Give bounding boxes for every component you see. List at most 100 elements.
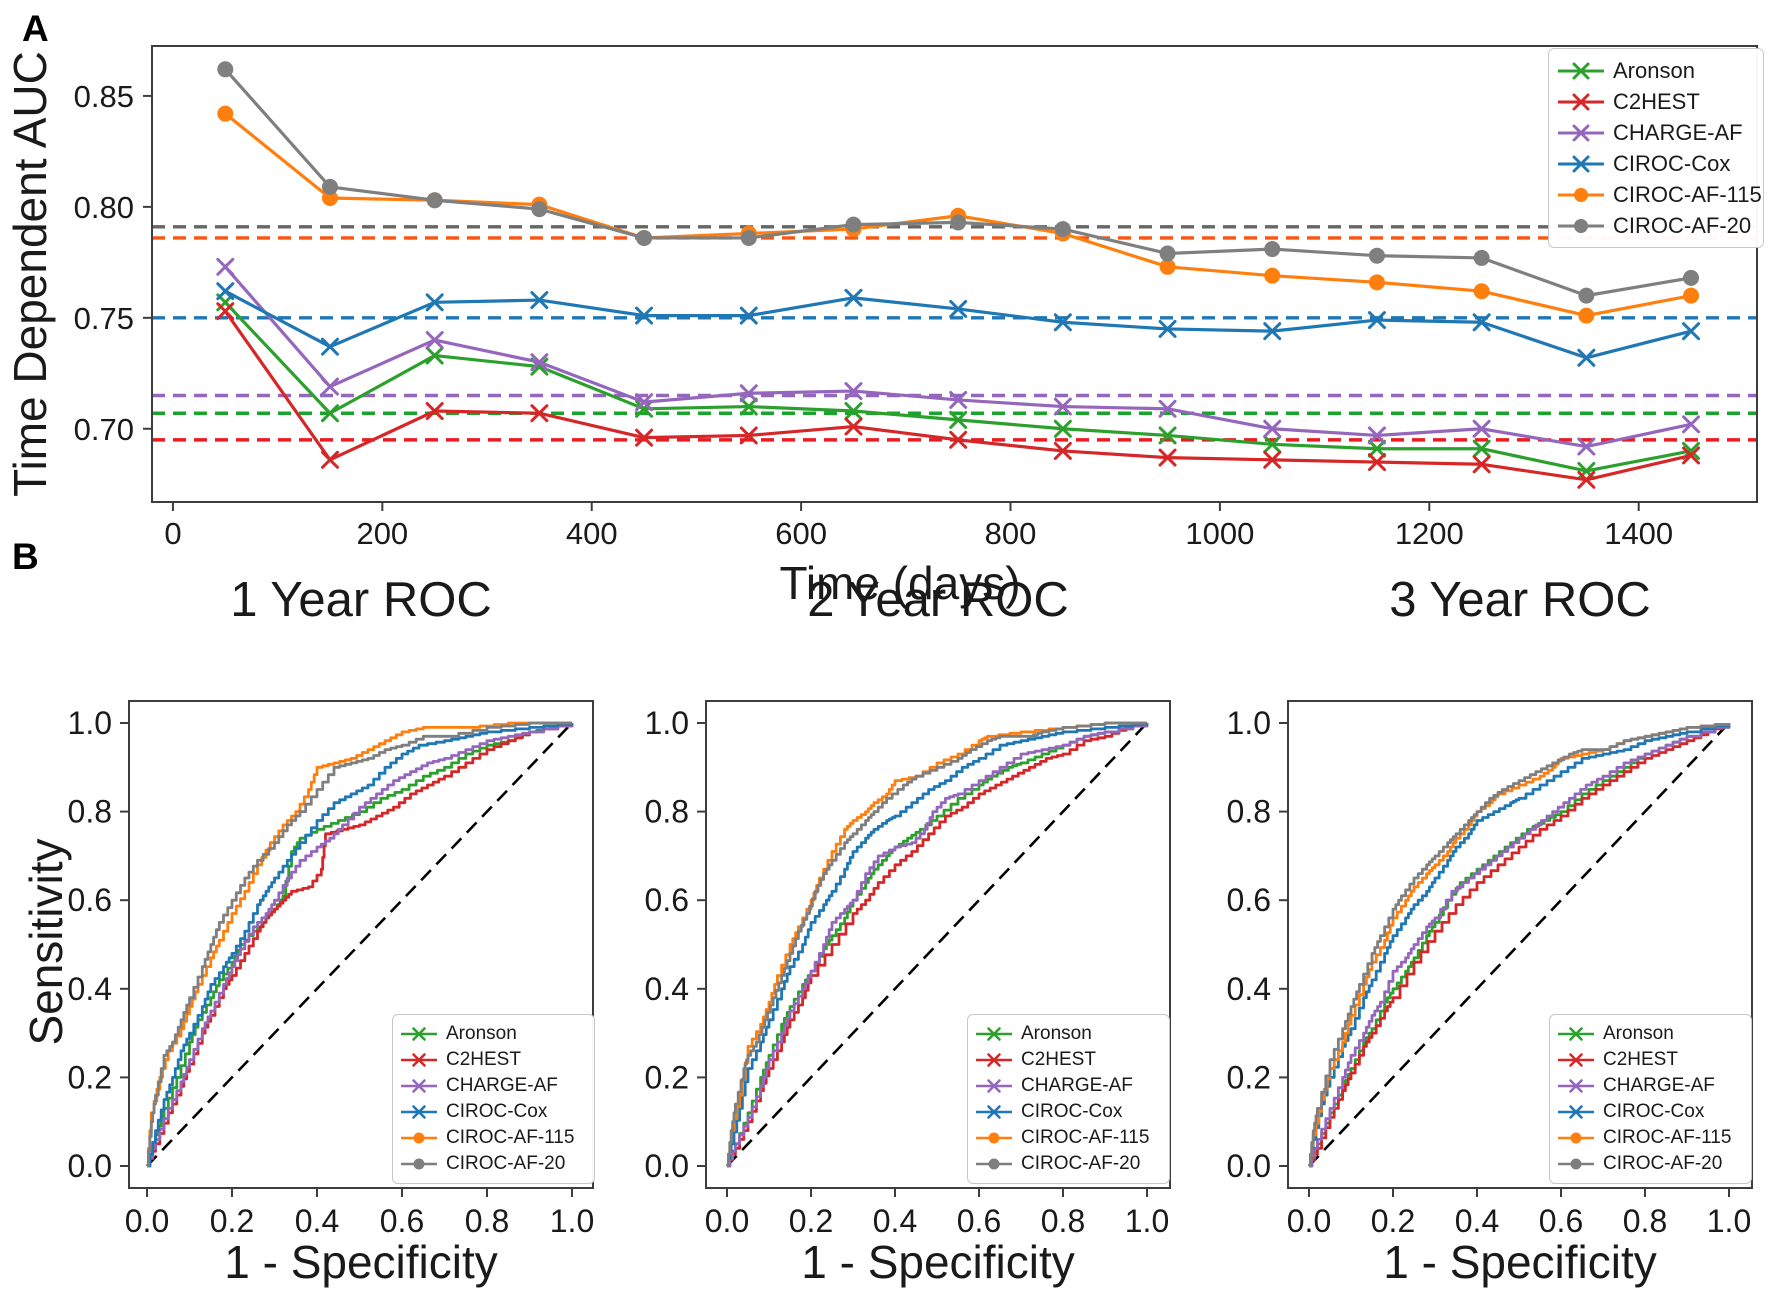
svg-text:0.0: 0.0 bbox=[1227, 1148, 1271, 1184]
legend-label: C2HEST bbox=[1613, 88, 1700, 114]
panel-a-axes: 0.85 0.80 0.75 0.70 0 200 400 600 800 1000 1200 140… bbox=[74, 45, 1758, 551]
roc-1yr-x-axis-label: 1 - Specificity bbox=[224, 1236, 498, 1288]
roc-curve-ciroc-af-20 bbox=[727, 721, 1147, 1168]
legend-label: CHARGE-AF bbox=[446, 1075, 558, 1096]
roc-3yr-legend: Aronson C2HEST CHARGE-AF CIROC-Cox CIROC-AF-… bbox=[1549, 1014, 1752, 1184]
svg-text:1.0: 1.0 bbox=[1707, 1203, 1751, 1239]
legend-item-aronson: Aronson bbox=[975, 1021, 1169, 1047]
svg-text:0.75: 0.75 bbox=[74, 301, 134, 336]
legend-label: CIROC-AF-115 bbox=[1021, 1127, 1150, 1148]
svg-text:0.70: 0.70 bbox=[74, 412, 134, 447]
svg-text:0.4: 0.4 bbox=[1227, 971, 1271, 1007]
legend-item-aronson: Aronson bbox=[1557, 55, 1763, 86]
svg-text:600: 600 bbox=[775, 516, 827, 551]
x-marker-line-icon bbox=[401, 1105, 437, 1119]
panel-a-x-axis-label: Time (days) bbox=[779, 557, 1021, 609]
legend-item-charge-af: CHARGE-AF bbox=[1557, 1073, 1751, 1099]
svg-text:0.6: 0.6 bbox=[1539, 1203, 1583, 1239]
roc-3yr-x-axis-label: 1 - Specificity bbox=[1383, 1236, 1657, 1288]
svg-text:0.2: 0.2 bbox=[789, 1203, 833, 1239]
legend-item-charge-af: CHARGE-AF bbox=[1557, 117, 1763, 148]
x-marker-line-icon bbox=[1558, 1079, 1594, 1093]
svg-text:0.8: 0.8 bbox=[1041, 1203, 1085, 1239]
legend-item-ciroc-af-20: CIROC-AF-20 bbox=[975, 1151, 1169, 1177]
svg-text:0.0: 0.0 bbox=[645, 1148, 689, 1184]
panel-a-legend: Aronson C2HEST CHARGE-AF CIROC-Cox CIROC-AF-… bbox=[1548, 48, 1764, 248]
svg-text:800: 800 bbox=[985, 516, 1037, 551]
legend-label: CIROC-AF-20 bbox=[1613, 212, 1752, 238]
panel-a-series-ciroc-cox bbox=[216, 282, 1701, 367]
svg-text:0.8: 0.8 bbox=[68, 794, 112, 830]
legend-item-ciroc-af-20: CIROC-AF-20 bbox=[1557, 210, 1763, 241]
svg-text:0.0: 0.0 bbox=[1287, 1203, 1331, 1239]
svg-text:0.0: 0.0 bbox=[125, 1203, 169, 1239]
svg-text:0.4: 0.4 bbox=[1455, 1203, 1499, 1239]
legend-label: CHARGE-AF bbox=[1021, 1075, 1133, 1096]
circle-marker-line-icon bbox=[401, 1132, 437, 1144]
roc-curve-ciroc-cox bbox=[147, 723, 574, 1168]
legend-item-c2hest: C2HEST bbox=[975, 1047, 1169, 1073]
svg-text:0.80: 0.80 bbox=[74, 190, 134, 225]
legend-label: C2HEST bbox=[1021, 1049, 1096, 1070]
panel-a-y-axis-label: Time Dependent AUC bbox=[4, 51, 56, 497]
roc-curve-ciroc-af-115 bbox=[147, 721, 572, 1168]
svg-text:1400: 1400 bbox=[1604, 516, 1673, 551]
x-marker-line-icon bbox=[976, 1105, 1012, 1119]
roc-1yr-legend: Aronson C2HEST CHARGE-AF CIROC-Cox CIROC-AF-… bbox=[392, 1014, 595, 1184]
panel-a-series-c2hest bbox=[216, 302, 1701, 489]
roc-curve-charge-af bbox=[147, 723, 574, 1168]
legend-item-ciroc-af-115: CIROC-AF-115 bbox=[400, 1125, 594, 1151]
legend-item-c2hest: C2HEST bbox=[1557, 1047, 1751, 1073]
svg-text:0.8: 0.8 bbox=[1227, 794, 1271, 830]
svg-text:1.0: 1.0 bbox=[645, 705, 689, 741]
panel-a-series-charge-af bbox=[216, 257, 1701, 456]
svg-text:0.6: 0.6 bbox=[645, 882, 689, 918]
legend-item-aronson: Aronson bbox=[400, 1021, 594, 1047]
circle-marker-line-icon bbox=[1558, 1132, 1594, 1144]
legend-label: Aronson bbox=[1613, 57, 1695, 83]
x-marker-line-icon bbox=[1558, 1027, 1594, 1041]
legend-label: CIROC-Cox bbox=[1021, 1101, 1123, 1122]
svg-text:0: 0 bbox=[164, 516, 181, 551]
svg-text:0.0: 0.0 bbox=[68, 1148, 112, 1184]
x-marker-line-icon bbox=[401, 1053, 437, 1067]
roc-y-axis-label: Sensitivity bbox=[20, 838, 72, 1046]
x-marker-line-icon bbox=[1558, 62, 1604, 79]
svg-text:0.4: 0.4 bbox=[645, 971, 689, 1007]
legend-label: CIROC-AF-20 bbox=[1603, 1153, 1723, 1174]
circle-marker-line-icon bbox=[976, 1132, 1012, 1144]
circle-marker-line-icon bbox=[1558, 1158, 1594, 1170]
svg-text:0.2: 0.2 bbox=[1371, 1203, 1415, 1239]
legend-label: CIROC-Cox bbox=[446, 1101, 548, 1122]
legend-item-ciroc-cox: CIROC-Cox bbox=[400, 1099, 594, 1125]
legend-item-c2hest: C2HEST bbox=[400, 1047, 594, 1073]
svg-text:0.6: 0.6 bbox=[957, 1203, 1001, 1239]
panel-a-series-ciroc-af-20 bbox=[217, 61, 1700, 304]
x-marker-line-icon bbox=[976, 1053, 1012, 1067]
svg-text:0.6: 0.6 bbox=[380, 1203, 424, 1239]
x-marker-line-icon bbox=[1558, 1105, 1594, 1119]
x-marker-line-icon bbox=[1558, 155, 1604, 172]
roc-subplot-1: 0.0 0.0 0.2 0.2 0.4 0.4 0.6 0.6 0.8 0.8 1.0 1.0 bbox=[68, 700, 594, 1239]
circle-marker-line-icon bbox=[1558, 218, 1604, 233]
x-marker-line-icon bbox=[1558, 1053, 1594, 1067]
legend-label: CIROC-Cox bbox=[1603, 1101, 1705, 1122]
legend-label: CIROC-AF-115 bbox=[1613, 181, 1762, 207]
legend-label: C2HEST bbox=[446, 1049, 521, 1070]
svg-text:1.0: 1.0 bbox=[68, 705, 112, 741]
roc-subplot-2: 0.0 0.0 0.2 0.2 0.4 0.4 0.6 0.6 0.8 0.8 1.0 1.0 bbox=[645, 700, 1171, 1239]
svg-text:0.6: 0.6 bbox=[1227, 882, 1271, 918]
roc-2yr-x-axis-label: 1 - Specificity bbox=[801, 1236, 1075, 1288]
legend-label: CIROC-AF-115 bbox=[446, 1127, 575, 1148]
svg-text:0.0: 0.0 bbox=[705, 1203, 749, 1239]
panel-b-label: B bbox=[12, 536, 39, 577]
svg-text:0.2: 0.2 bbox=[1227, 1059, 1271, 1095]
legend-label: CHARGE-AF bbox=[1613, 119, 1743, 145]
circle-marker-line-icon bbox=[1558, 187, 1604, 202]
svg-text:1000: 1000 bbox=[1185, 516, 1254, 551]
svg-text:0.4: 0.4 bbox=[873, 1203, 917, 1239]
legend-item-ciroc-af-115: CIROC-AF-115 bbox=[1557, 179, 1763, 210]
legend-item-aronson: Aronson bbox=[1557, 1021, 1751, 1047]
svg-text:0.2: 0.2 bbox=[645, 1059, 689, 1095]
